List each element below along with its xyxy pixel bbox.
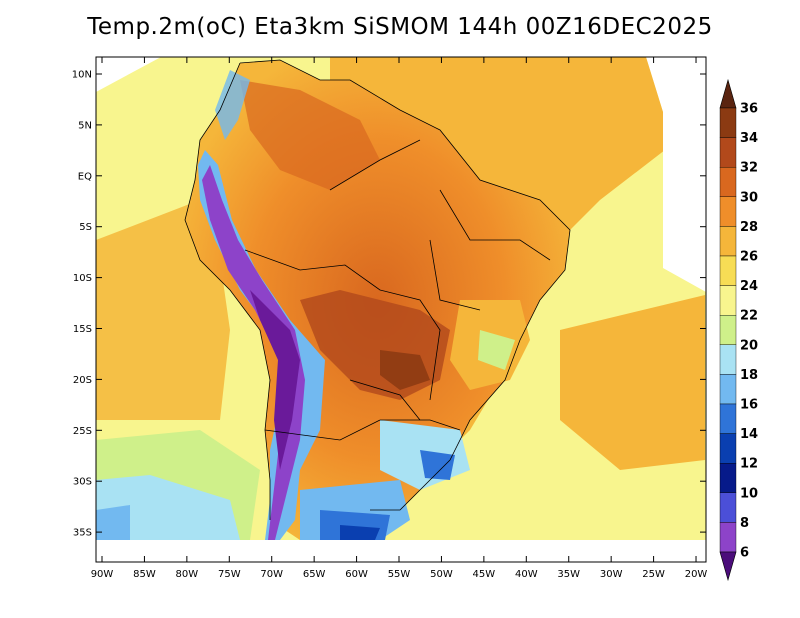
country-borders — [184, 59, 571, 520]
colorbar-label: 24 — [740, 279, 758, 294]
central-border — [429, 239, 481, 311]
colorbar-label: 20 — [740, 338, 758, 353]
colorbar-label: 30 — [740, 190, 758, 205]
lon-label: 45W — [473, 569, 496, 580]
lat-label: 10N — [72, 70, 92, 81]
pampas-coldest — [340, 525, 380, 540]
lon-label: 20W — [685, 569, 708, 580]
paraguay-border — [349, 379, 421, 421]
lat-label: 5S — [79, 222, 92, 233]
colorbar-band — [719, 403, 737, 434]
colorbar-band — [719, 285, 737, 316]
northeast-border — [439, 189, 551, 261]
colorbar-top-arrow — [719, 78, 737, 109]
colorbar-band — [719, 196, 737, 227]
colorbar-band — [719, 166, 737, 197]
colorbar-label: 10 — [740, 486, 758, 501]
northern-andes-cool — [215, 70, 250, 140]
colorbar-band — [719, 374, 737, 405]
colorbar-label: 6 — [740, 546, 749, 561]
colorbar-band — [719, 522, 737, 553]
lon-label: 25W — [642, 569, 665, 580]
lat-label: 5N — [78, 120, 92, 131]
lon-label: 35W — [557, 569, 580, 580]
lon-label: 60W — [345, 569, 368, 580]
colorbar-bottom-arrow — [719, 551, 737, 582]
pacific-coldest-corner — [96, 505, 130, 540]
lon-label: 85W — [133, 569, 156, 580]
map-title: Temp.2m(oC) Eta3km SiSMOM 144h 00Z16DEC2… — [87, 14, 713, 40]
temperature-field — [96, 57, 706, 540]
lat-label: EQ — [78, 171, 92, 182]
pacific-coastline — [184, 62, 271, 520]
south-atlantic-field — [420, 500, 706, 540]
lon-label: 55W — [388, 569, 411, 580]
axes-frame — [95, 56, 707, 563]
south-brazil-cold — [420, 450, 455, 480]
lat-label: 15S — [73, 324, 92, 335]
lon-label: 80W — [176, 569, 199, 580]
colorbar-label: 8 — [740, 516, 749, 531]
colorbar-label: 22 — [740, 309, 758, 324]
colorbar-label: 36 — [740, 102, 758, 117]
south-atlantic-warm-patch — [560, 295, 705, 470]
andes-coldest-core — [250, 290, 300, 470]
colorbar-label: 28 — [740, 220, 758, 235]
colorbar-band — [719, 315, 737, 346]
atlantic-coastline — [239, 59, 571, 511]
colorbar-band — [719, 433, 737, 464]
colorbar: 36 34 32 30 28 26 24 22 20 18 16 14 12 10 8 6 — [719, 78, 758, 582]
lat-label: 10S — [73, 273, 92, 284]
lon-label: 70W — [260, 569, 283, 580]
colorbar-band — [719, 492, 737, 523]
colorbar-band — [719, 463, 737, 494]
colorbar-label: 12 — [740, 457, 758, 472]
pacific-colder-region — [96, 475, 240, 540]
lat-label: 20S — [73, 375, 92, 386]
brazil-west-border — [244, 249, 441, 401]
lon-label: 40W — [515, 569, 538, 580]
colorbar-band — [719, 226, 737, 257]
colorbar-band — [719, 107, 737, 138]
lon-label: 65W — [303, 569, 326, 580]
highlands-cool — [478, 330, 515, 370]
colorbar-label: 26 — [740, 250, 758, 265]
hottest-spot — [380, 350, 430, 390]
longitude-axis: 90W 85W 80W 75W 70W 65W 60W 55W 50W 45W 40W 35W 30W 2… — [91, 57, 708, 580]
colorbar-band — [719, 344, 737, 375]
lon-label: 50W — [430, 569, 453, 580]
lat-label: 25S — [73, 426, 92, 437]
colorbar-label: 34 — [740, 131, 758, 146]
lat-label: 30S — [73, 477, 92, 488]
colorbar-band — [719, 137, 737, 168]
colorbar-label: 18 — [740, 368, 758, 383]
northern-warm-area — [240, 80, 380, 190]
amazon-border — [329, 139, 421, 191]
lon-label: 90W — [91, 569, 114, 580]
colorbar-band — [719, 255, 737, 286]
colorbar-label: 16 — [740, 398, 758, 413]
argentina-border — [264, 419, 381, 441]
lon-label: 75W — [218, 569, 241, 580]
colorbar-label: 32 — [740, 161, 758, 176]
lon-label: 30W — [600, 569, 623, 580]
lat-label: 35S — [73, 528, 92, 539]
pacific-warm-region — [96, 200, 230, 420]
southern-border — [380, 419, 461, 431]
colorbar-label: 14 — [740, 427, 758, 442]
latitude-axis: 10N 5N EQ 5S 10S 15S 20S 25S 30S 35S — [72, 70, 706, 539]
